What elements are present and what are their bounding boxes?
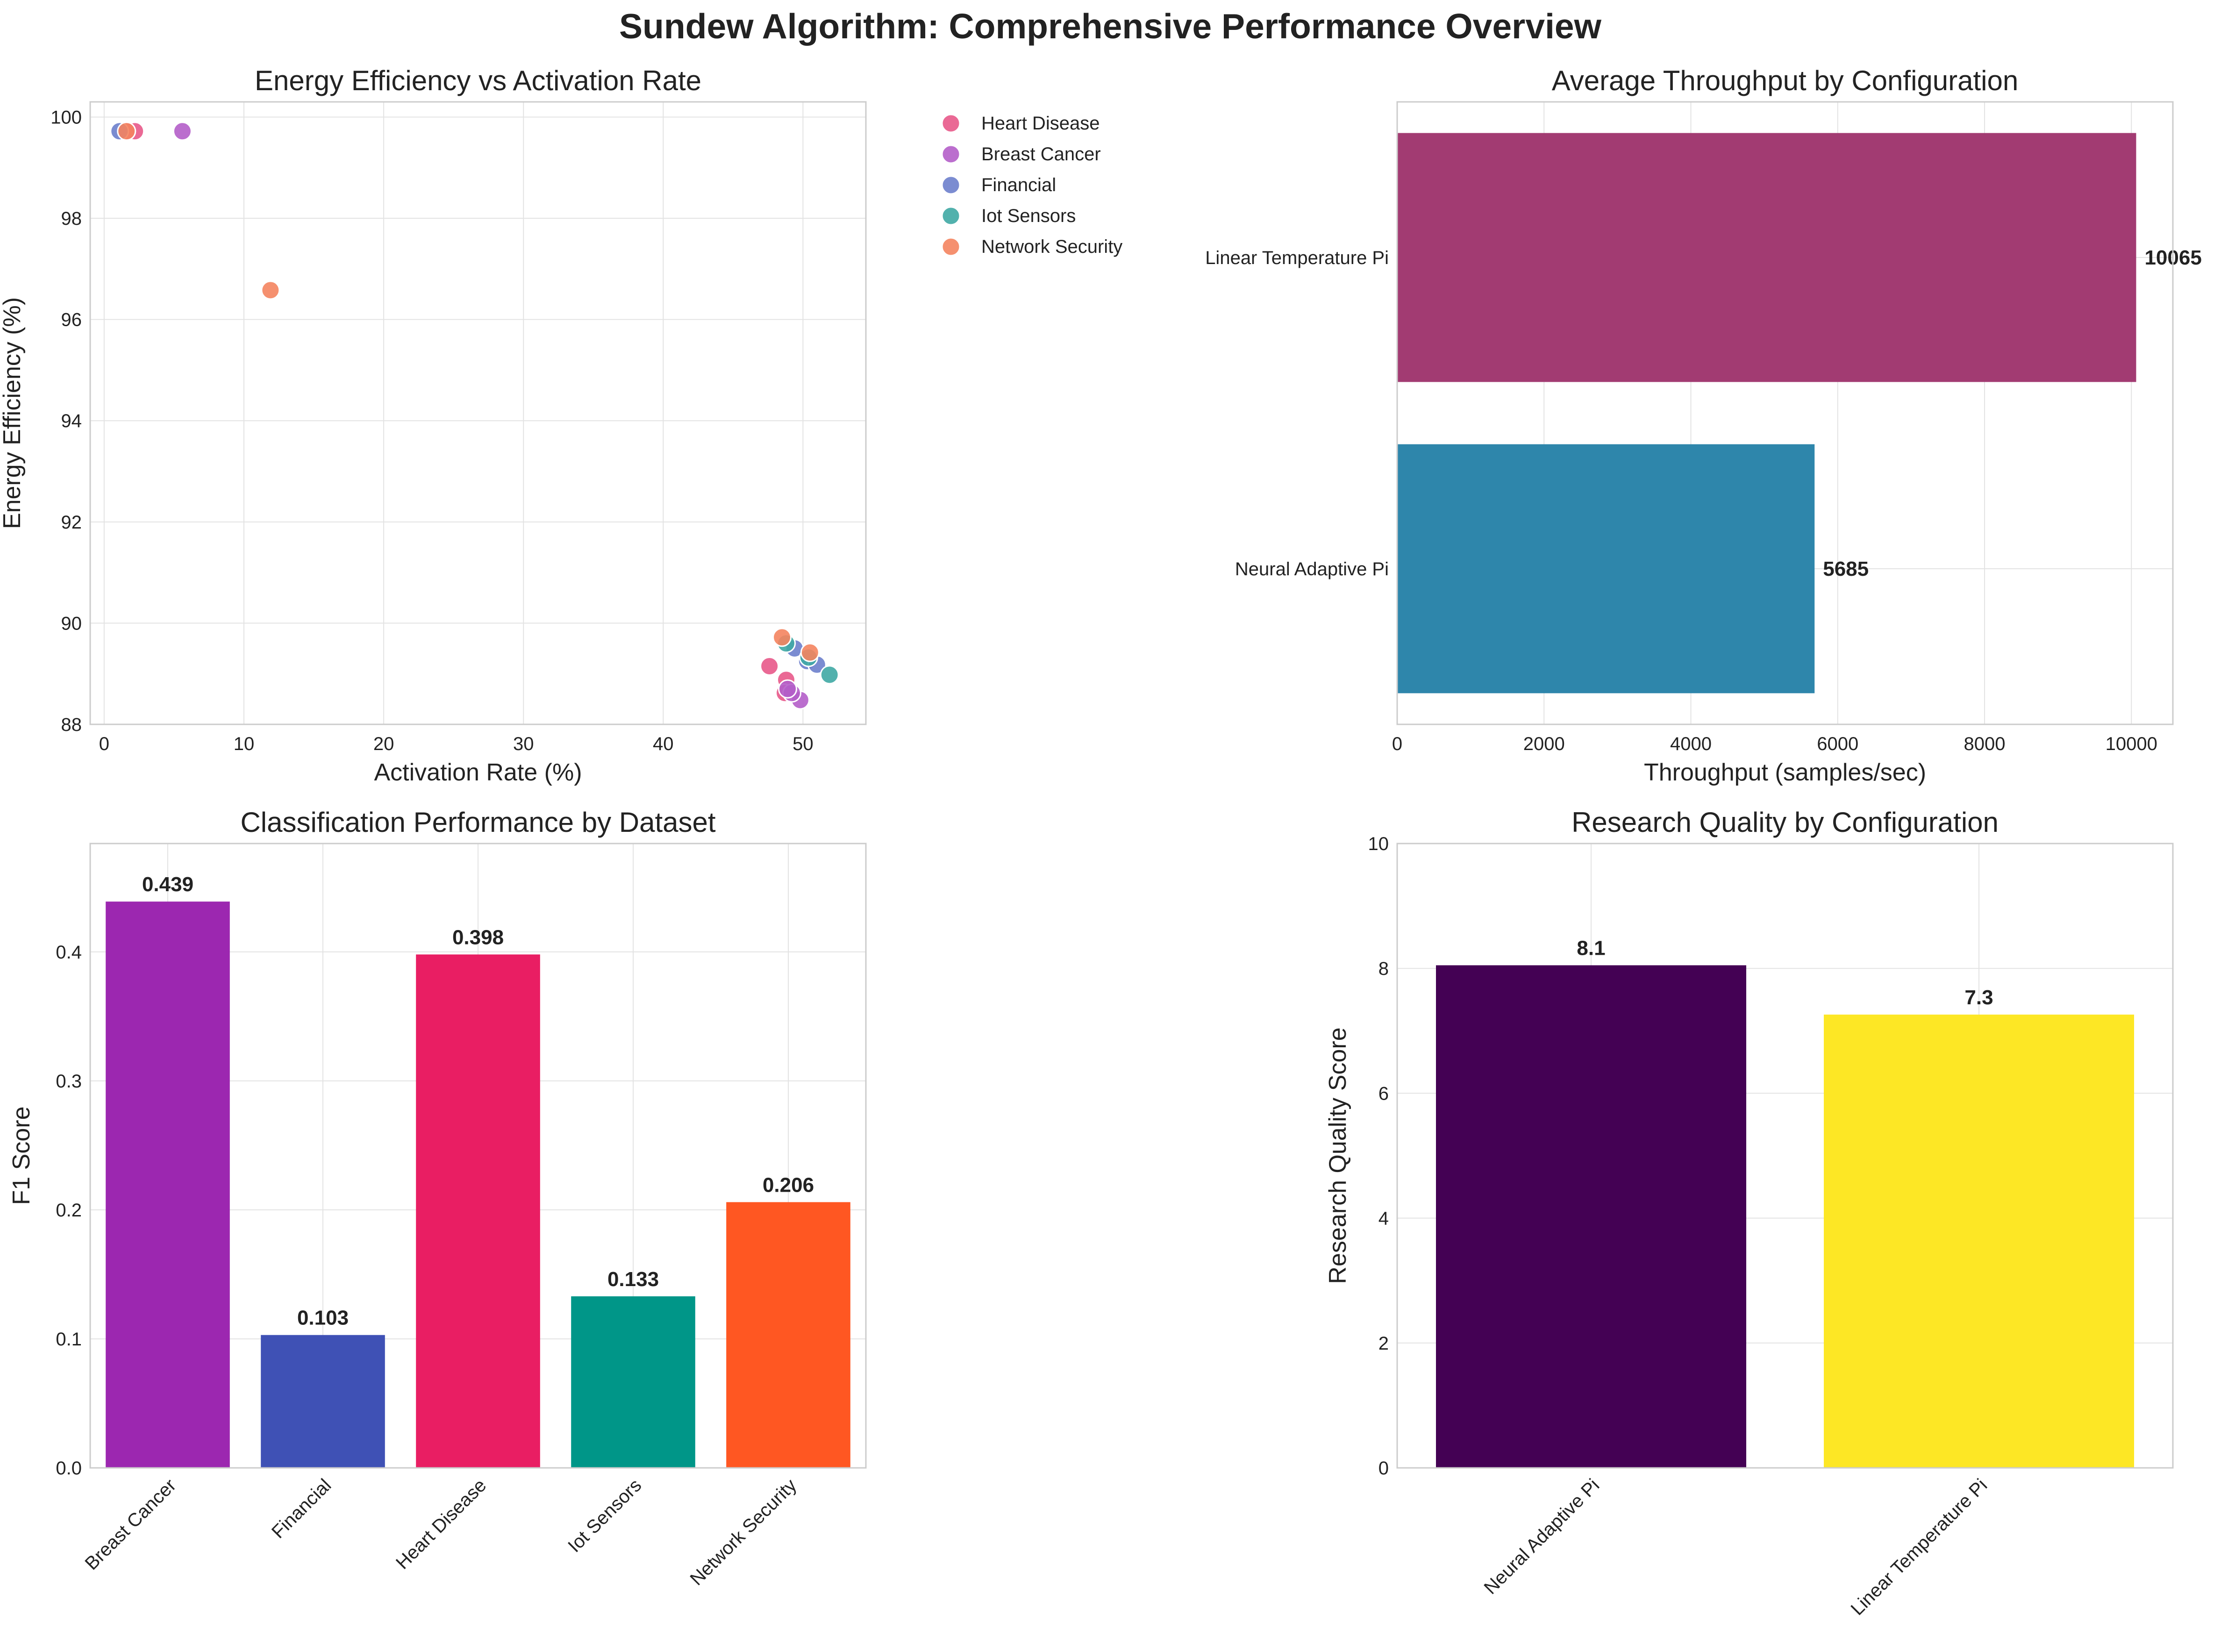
x-tick-label: 40 (653, 734, 674, 754)
x-tick-label: 4000 (1670, 734, 1712, 754)
x-tick-label: 20 (373, 734, 394, 754)
figure-title: Sundew Algorithm: Comprehensive Performa… (619, 7, 1602, 46)
data-point (772, 628, 792, 647)
value-label: 0.103 (297, 1307, 349, 1330)
quality-panel: 0 2 4 6 8 10 8.1 Neural Adaptive Pi 7.3 Linear Te… (1324, 807, 2174, 1619)
legend-marker (941, 114, 961, 133)
x-tick-label: 50 (793, 734, 814, 754)
bar (416, 954, 540, 1468)
bar (1397, 133, 2136, 382)
legend-label: Network Security (981, 236, 1122, 257)
y-tick-label: 0.2 (56, 1200, 82, 1221)
data-point (117, 122, 136, 141)
data-point (778, 679, 798, 699)
y-tick-label: 100 (50, 107, 82, 128)
legend-label: Heart Disease (981, 113, 1100, 134)
x-tick-label: 0 (1392, 734, 1402, 754)
y-tick-label: 6 (1378, 1083, 1389, 1104)
y-tick-label: Neural Adaptive Pi (1235, 559, 1389, 579)
y-tick-label: 96 (61, 310, 82, 330)
bar (261, 1335, 385, 1468)
x-tick-label: Linear Temperature Pi (1847, 1475, 1991, 1619)
value-label: 7.3 (1964, 986, 1993, 1009)
legend-label: Iot Sensors (981, 206, 1076, 226)
x-axis-label: Throughput (samples/sec) (1644, 759, 1926, 786)
axes-frame (89, 101, 867, 725)
chart-title: Average Throughput by Configuration (1552, 65, 2018, 96)
y-tick-label: 88 (61, 715, 82, 735)
y-axis-label: Energy Efficiency (%) (0, 297, 26, 529)
legend-marker (941, 206, 961, 226)
data-point (261, 280, 280, 300)
y-tick-label: 0.1 (56, 1329, 82, 1350)
axes-frame (89, 843, 867, 1469)
y-tick-label: 0.4 (56, 942, 82, 963)
x-tick-label: 6000 (1817, 734, 1858, 754)
chart-title: Energy Efficiency vs Activation Rate (255, 65, 701, 96)
y-tick-label: 94 (61, 411, 82, 431)
x-tick-label: Network Security (686, 1475, 800, 1589)
data-point (172, 122, 192, 141)
axes-frame (1396, 843, 2174, 1469)
x-axis-label: Activation Rate (%) (374, 759, 582, 786)
bar (571, 1296, 695, 1468)
y-tick-label: 2 (1378, 1333, 1389, 1354)
x-tick-label: 10000 (2106, 734, 2157, 754)
y-tick-label: 10 (1368, 834, 1389, 854)
y-tick-label: 8 (1378, 958, 1389, 979)
y-tick-label: 0.3 (56, 1071, 82, 1092)
bar (1824, 1015, 2134, 1468)
value-label: 0.206 (763, 1173, 814, 1196)
legend-marker (941, 144, 961, 164)
chart-title: Research Quality by Configuration (1571, 807, 1999, 838)
y-tick-label: 4 (1378, 1209, 1389, 1229)
x-tick-label: Neural Adaptive Pi (1480, 1475, 1604, 1598)
legend-marker (941, 175, 961, 195)
x-tick-label: Breast Cancer (81, 1475, 180, 1574)
scatter-panel: 0 10 20 30 40 50 88 90 92 94 96 98 100 Energy Efficie… (0, 65, 1122, 786)
legend-label: Breast Cancer (981, 144, 1101, 164)
bar (1397, 444, 1815, 694)
y-tick-label: 92 (61, 512, 82, 533)
y-tick-label: 90 (61, 613, 82, 634)
value-label: 0.439 (142, 873, 193, 896)
bar (726, 1202, 850, 1468)
legend-label: Financial (981, 175, 1056, 195)
bar (1436, 965, 1746, 1468)
bar (106, 901, 230, 1468)
y-tick-label: 0 (1378, 1458, 1389, 1479)
x-tick-label: 0 (99, 734, 109, 754)
data-point (820, 665, 839, 685)
legend-marker (941, 237, 961, 257)
f1-panel: 0.0 0.1 0.2 0.3 0.4 0.439 Breast Cancer 0.103 Fi… (8, 807, 867, 1589)
x-tick-label: Heart Disease (392, 1475, 490, 1573)
y-axis-label: F1 Score (8, 1107, 35, 1205)
chart-title: Classification Performance by Dataset (240, 807, 715, 838)
x-tick-label: 2000 (1523, 734, 1565, 754)
value-label: 0.398 (452, 926, 504, 949)
x-tick-label: 10 (234, 734, 255, 754)
data-point (760, 656, 779, 676)
axes-frame (1396, 101, 2174, 725)
value-label: 0.133 (607, 1268, 659, 1291)
x-tick-label: 8000 (1964, 734, 2005, 754)
x-tick-label: Iot Sensors (564, 1475, 645, 1556)
value-label: 5685 (1823, 558, 1869, 580)
y-tick-label: 0.0 (56, 1458, 82, 1479)
data-point (800, 643, 820, 662)
x-tick-label: 30 (513, 734, 534, 754)
y-axis-label: Research Quality Score (1324, 1027, 1351, 1284)
x-tick-label: Financial (268, 1475, 335, 1542)
y-tick-label: Linear Temperature Pi (1205, 248, 1389, 268)
y-tick-label: 98 (61, 208, 82, 229)
value-label: 8.1 (1577, 937, 1605, 960)
